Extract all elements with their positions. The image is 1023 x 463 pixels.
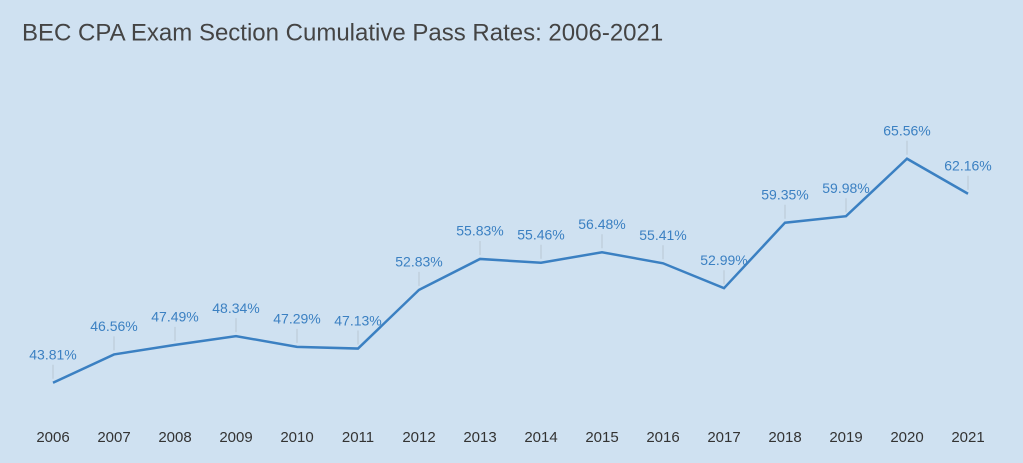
data-label: 56.48% <box>578 216 625 232</box>
x-tick-label: 2013 <box>463 429 496 446</box>
x-tick-label: 2018 <box>768 429 801 446</box>
data-label: 59.98% <box>822 180 869 196</box>
data-label: 52.83% <box>395 254 442 270</box>
x-tick-label: 2010 <box>280 429 313 446</box>
x-tick-label: 2021 <box>951 429 984 446</box>
data-label: 59.35% <box>761 186 808 202</box>
data-line <box>52 157 969 384</box>
x-tick-label: 2019 <box>829 429 862 446</box>
data-label: 55.41% <box>639 227 686 243</box>
data-label: 46.56% <box>90 318 137 334</box>
data-label: 55.46% <box>517 226 564 242</box>
x-tick-label: 2020 <box>890 429 923 446</box>
chart-title: BEC CPA Exam Section Cumulative Pass Rat… <box>22 19 663 46</box>
x-tick-label: 2014 <box>524 429 557 446</box>
x-tick-label: 2016 <box>646 429 679 446</box>
data-label: 47.13% <box>334 312 381 328</box>
x-tick-label: 2008 <box>158 429 191 446</box>
data-label: 47.49% <box>151 309 198 325</box>
x-tick-label: 2012 <box>402 429 435 446</box>
data-label: 43.81% <box>29 346 76 362</box>
x-tick-label: 2006 <box>36 429 69 446</box>
data-label: 55.83% <box>456 223 503 239</box>
data-label: 52.99% <box>700 252 747 268</box>
x-tick-label: 2011 <box>342 429 374 446</box>
data-label: 65.56% <box>883 122 930 138</box>
data-label: 47.29% <box>273 311 320 327</box>
data-label: 48.34% <box>212 300 259 316</box>
data-label: 62.16% <box>944 157 991 173</box>
x-tick-label: 2015 <box>585 429 618 446</box>
x-tick-label: 2009 <box>219 429 252 446</box>
x-tick-label: 2017 <box>707 429 740 446</box>
x-tick-label: 2007 <box>97 429 130 446</box>
